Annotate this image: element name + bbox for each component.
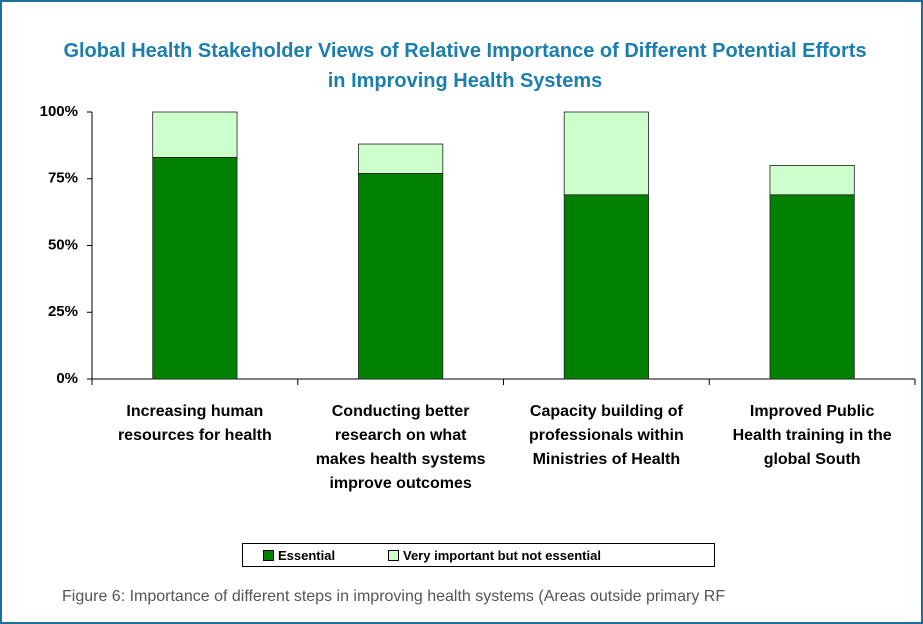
legend: Essential Very important but not essentia… — [242, 543, 715, 567]
legend-label: Very important but not essential — [403, 547, 601, 563]
bar-segment — [563, 194, 649, 380]
legend-swatch — [388, 549, 399, 561]
legend-swatch — [263, 549, 274, 561]
x-tick-label: Improved Public Health training in the g… — [732, 403, 892, 468]
x-tick-label: Conducting better research on what makes… — [315, 403, 486, 492]
bar-segment — [769, 164, 855, 196]
x-tick-label: Increasing human resources for health — [117, 403, 272, 444]
bar-segment — [563, 111, 649, 196]
legend-item: Very important but not essential — [388, 548, 601, 563]
legend-item: Essential — [263, 548, 368, 563]
bar-segment — [152, 156, 238, 380]
bar-segment — [769, 194, 855, 380]
y-tick-label: 100% — [40, 103, 78, 120]
bar-segment — [152, 111, 238, 158]
bar-segment — [358, 173, 444, 380]
caption: Figure 6: Importance of different steps … — [62, 588, 726, 605]
legend-label: Essential — [278, 547, 336, 563]
y-tick-label: 75% — [48, 170, 78, 187]
y-tick-label: 50% — [48, 236, 78, 253]
x-tick-label: Capacity building of professionals withi… — [529, 403, 684, 468]
y-tick-label: 25% — [48, 303, 78, 320]
y-tick-label: 0% — [56, 370, 78, 387]
bar-segment — [358, 143, 444, 174]
chart-title: Global Health Stakeholder Views of Relat… — [63, 40, 867, 92]
